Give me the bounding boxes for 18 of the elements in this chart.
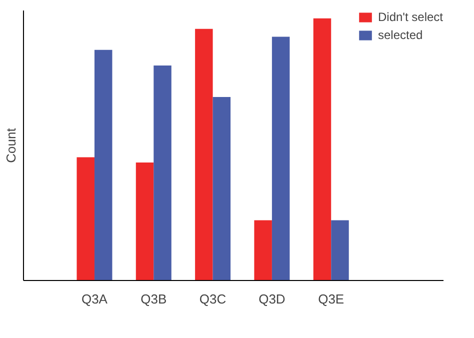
bar [272, 36, 290, 280]
x-tick-label: Q3B [140, 292, 167, 306]
x-tick-label: Q3D [258, 292, 286, 306]
legend-label: selected [378, 28, 423, 42]
bar [136, 162, 154, 280]
x-tick-label: Q3C [199, 292, 226, 306]
bar [76, 157, 94, 280]
x-tick-label: Q3A [81, 292, 108, 306]
bar [154, 66, 172, 280]
x-tick-label: Q3E [318, 292, 344, 306]
bar [212, 97, 231, 280]
bar [94, 50, 112, 280]
y-axis-title: Count [4, 128, 18, 163]
bar [254, 220, 272, 280]
bar [331, 220, 349, 280]
bar [195, 28, 213, 280]
legend-label: Didn't select [378, 10, 443, 24]
bar [313, 18, 332, 280]
